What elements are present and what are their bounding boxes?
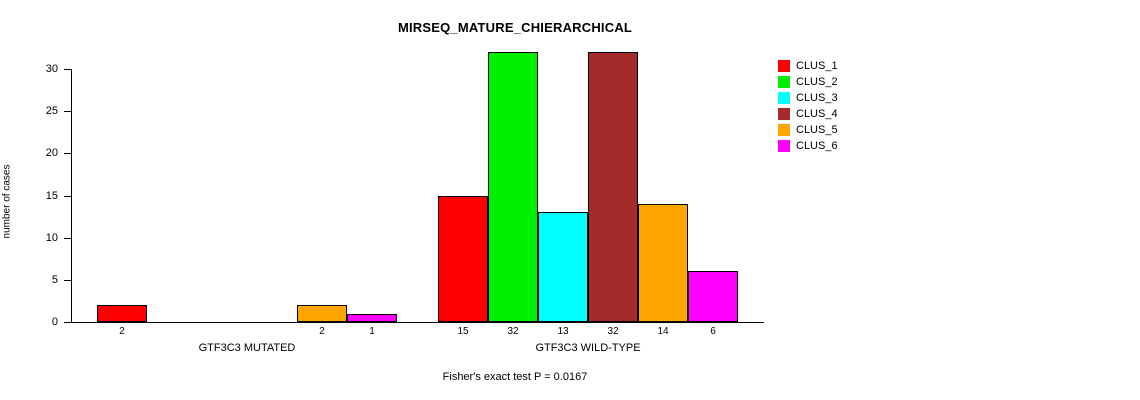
y-tick-mark bbox=[64, 237, 71, 239]
bar-gtf3c3-wild-type-clus_6 bbox=[688, 271, 738, 322]
y-tick-mark bbox=[64, 69, 71, 70]
legend-item-label: CLUS_2 bbox=[796, 76, 838, 88]
y-tick-mark bbox=[64, 111, 71, 113]
bar-gtf3c3-wild-type-clus_4 bbox=[588, 52, 638, 322]
legend-item-clus_3[interactable]: CLUS_3 bbox=[778, 90, 908, 106]
legend-swatch-icon bbox=[778, 124, 790, 136]
bar-count-label: 1 bbox=[369, 326, 375, 337]
chart-plot-area: number of cases 0 5 10 15 20 25 30 2 2 1 GTF3C3 M… bbox=[2, 52, 764, 354]
y-tick-label: 5 bbox=[51, 273, 58, 286]
legend-item-label: CLUS_6 bbox=[796, 140, 838, 152]
legend-swatch-icon bbox=[778, 140, 790, 152]
legend-swatch-icon bbox=[778, 60, 790, 72]
y-tick-label: 15 bbox=[45, 189, 58, 202]
bar-gtf3c3-mutated-clus_5 bbox=[297, 305, 347, 322]
page-title: MIRSEQ_MATURE_CHIERARCHICAL bbox=[0, 20, 1140, 35]
bar-gtf3c3-wild-type-clus_5 bbox=[638, 203, 688, 322]
bar-count-label: 13 bbox=[557, 326, 569, 337]
y-tick-label: 30 bbox=[45, 63, 58, 75]
bar-count-label: 2 bbox=[319, 326, 325, 337]
group-baseline bbox=[412, 322, 764, 323]
y-tick-mark bbox=[64, 195, 71, 197]
bar-count-label: 32 bbox=[607, 326, 619, 337]
chart-legend: CLUS_1 CLUS_2 CLUS_3 CLUS_4 CLUS_5 CLUS_6 bbox=[778, 58, 908, 154]
bar-count-label: 14 bbox=[657, 326, 669, 337]
y-tick-label: 0 bbox=[51, 316, 58, 328]
group-axis-label: GTF3C3 MUTATED bbox=[198, 342, 296, 354]
y-tick-mark bbox=[64, 279, 71, 281]
legend-item-clus_6[interactable]: CLUS_6 bbox=[778, 138, 908, 154]
legend-item-clus_5[interactable]: CLUS_5 bbox=[778, 122, 908, 138]
bar-gtf3c3-wild-type-clus_2 bbox=[488, 52, 538, 322]
bar-count-label: 2 bbox=[119, 326, 125, 337]
bar-gtf3c3-mutated-clus_6 bbox=[347, 313, 397, 322]
legend-swatch-icon bbox=[778, 92, 790, 104]
bar-count-label: 6 bbox=[710, 326, 716, 337]
legend-swatch-icon bbox=[778, 76, 790, 88]
bar-gtf3c3-mutated-clus_1 bbox=[97, 305, 147, 322]
y-tick-label: 10 bbox=[45, 231, 58, 244]
legend-item-label: CLUS_1 bbox=[796, 60, 838, 72]
bar-count-label: 15 bbox=[457, 326, 469, 337]
y-tick-mark bbox=[64, 153, 71, 155]
bar-gtf3c3-wild-type-clus_3 bbox=[538, 212, 588, 322]
group-baseline bbox=[71, 322, 423, 323]
legend-item-clus_2[interactable]: CLUS_2 bbox=[778, 74, 908, 90]
legend-item-label: CLUS_5 bbox=[796, 124, 838, 136]
legend-swatch-icon bbox=[778, 108, 790, 120]
chart-title-text: MIRSEQ_MATURE_CHIERARCHICAL bbox=[397, 20, 633, 35]
y-tick-label: 25 bbox=[45, 105, 58, 118]
y-tick-label: 20 bbox=[45, 147, 58, 160]
footer-note: Fisher's exact test P = 0.0167 bbox=[0, 371, 1140, 383]
group-axis-label: GTF3C3 WILD-TYPE bbox=[535, 342, 641, 354]
legend-item-clus_1[interactable]: CLUS_1 bbox=[778, 58, 908, 74]
bar-gtf3c3-wild-type-clus_1 bbox=[438, 195, 488, 322]
y-tick-mark bbox=[64, 322, 71, 323]
fisher-test-text: Fisher's exact test P = 0.0167 bbox=[442, 371, 588, 383]
bar-count-label: 32 bbox=[507, 326, 519, 337]
legend-item-label: CLUS_4 bbox=[796, 108, 838, 120]
legend-item-label: CLUS_3 bbox=[796, 92, 838, 104]
legend-item-clus_4[interactable]: CLUS_4 bbox=[778, 106, 908, 122]
y-axis-line bbox=[71, 69, 72, 323]
